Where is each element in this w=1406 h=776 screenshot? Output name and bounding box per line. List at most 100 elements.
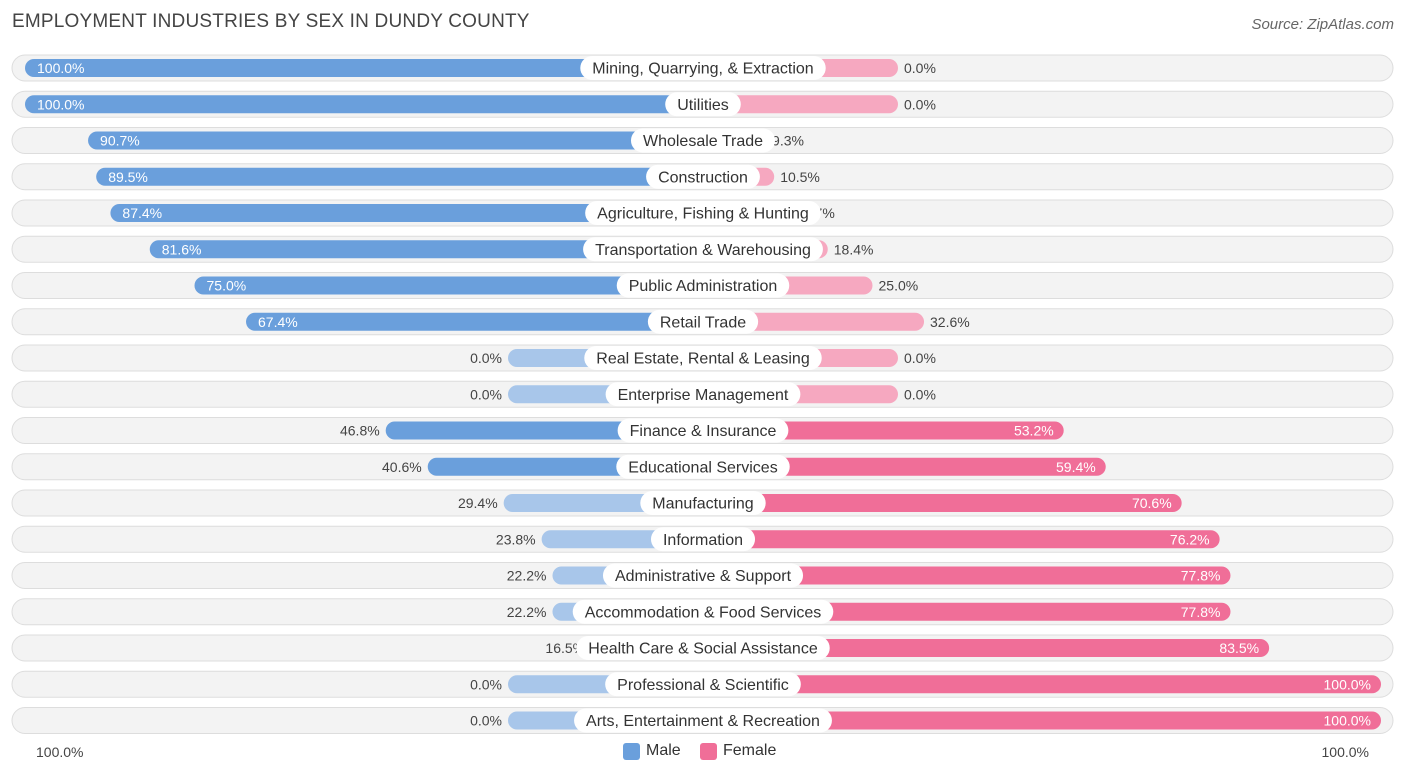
category-label-pill <box>640 491 766 515</box>
category-label-pill <box>650 527 756 552</box>
male-bar <box>194 276 703 295</box>
category-label: Arts, Entertainment & Recreation <box>586 713 820 730</box>
category-label-pill <box>576 636 830 660</box>
male-value-label: 81.6% <box>162 241 202 257</box>
axis-right-label: 100.0% <box>1321 744 1369 760</box>
female-value-label: 83.5% <box>1219 640 1259 656</box>
female-value-label: 100.0% <box>1324 676 1371 692</box>
male-value-label: 100.0% <box>37 96 84 112</box>
category-label: Construction <box>658 169 748 186</box>
male-bar <box>246 312 703 331</box>
female-value-label: 76.2% <box>1170 531 1210 547</box>
female-value-label: 59.4% <box>1056 459 1096 475</box>
legend-item-male: Male <box>623 742 681 760</box>
category-label-pill <box>605 382 801 407</box>
category-label-pill <box>602 563 804 588</box>
category-label-pill <box>584 346 822 370</box>
category-label: Mining, Quarrying, & Extraction <box>592 61 813 78</box>
female-value-label: 77.8% <box>1181 568 1221 584</box>
category-label: Real Estate, Rental & Leasing <box>596 351 809 368</box>
category-label: Educational Services <box>628 459 777 476</box>
category-label: Manufacturing <box>652 496 753 513</box>
legend-label-male: Male <box>646 742 681 759</box>
female-bar <box>703 711 1381 730</box>
male-value-label: 40.6% <box>382 459 422 475</box>
female-value-label: 0.0% <box>904 96 936 112</box>
male-value-label: 46.8% <box>340 423 380 439</box>
female-value-label: 77.8% <box>1181 604 1221 620</box>
category-label-pill <box>617 418 789 443</box>
male-bar <box>25 95 703 114</box>
male-value-label: 0.0% <box>470 713 502 729</box>
female-bar <box>703 95 898 114</box>
female-bar <box>703 602 1231 621</box>
female-value-label: 53.2% <box>1014 423 1054 439</box>
male-value-label: 87.4% <box>122 205 162 221</box>
category-label-pill <box>605 672 801 697</box>
female-bar <box>703 639 1270 657</box>
male-bar <box>149 240 703 259</box>
category-label-pill <box>616 273 790 298</box>
category-label-pill <box>630 128 776 153</box>
female-value-label: 9.3% <box>772 133 804 149</box>
male-value-label: 22.2% <box>507 604 547 620</box>
legend-swatch-male <box>623 742 640 760</box>
category-label-pill <box>580 56 826 80</box>
male-value-label: 22.2% <box>507 568 547 584</box>
male-value-label: 100.0% <box>37 60 84 76</box>
category-label-pill <box>646 164 760 189</box>
female-bar <box>703 312 925 331</box>
category-label: Accommodation & Food Services <box>585 604 822 621</box>
female-value-label: 0.0% <box>904 60 936 76</box>
female-bar <box>703 530 1220 549</box>
male-bar <box>96 167 703 186</box>
female-value-label: 0.0% <box>904 386 936 402</box>
male-value-label: 90.7% <box>100 133 140 149</box>
male-bar <box>110 204 704 222</box>
category-label-pill <box>572 599 834 624</box>
category-label: Wholesale Trade <box>643 133 763 150</box>
category-label: Finance & Insurance <box>630 423 777 440</box>
category-label: Information <box>663 532 743 549</box>
diverging-bar-chart: 100.0% 0.0% Mining, Quarrying, & Extractio… <box>11 54 1394 734</box>
category-label: Utilities <box>677 97 729 114</box>
category-label: Agriculture, Fishing & Hunting <box>597 206 809 223</box>
female-value-label: 25.0% <box>879 278 919 294</box>
male-value-label: 89.5% <box>108 169 148 185</box>
male-value-label: 0.0% <box>470 350 502 366</box>
female-value-label: 100.0% <box>1324 713 1371 729</box>
male-value-label: 0.0% <box>470 676 502 692</box>
female-value-label: 32.6% <box>930 314 970 330</box>
female-bar <box>703 566 1231 585</box>
female-value-label: 18.4% <box>834 241 874 257</box>
female-value-label: 10.5% <box>780 169 820 185</box>
male-bar <box>25 59 703 77</box>
category-label-pill <box>665 92 741 117</box>
female-bar <box>703 457 1106 476</box>
axis-left-label: 100.0% <box>36 744 84 760</box>
source-label: Source: ZipAtlas.com <box>1251 16 1394 33</box>
category-label-pill <box>616 454 790 479</box>
legend: Male Female <box>0 742 1406 762</box>
female-bar <box>703 421 1064 440</box>
category-label-pill <box>574 708 832 733</box>
female-value-label: 0.0% <box>904 350 936 366</box>
male-value-label: 16.5% <box>545 640 585 656</box>
legend-item-female: Female <box>700 742 776 760</box>
category-label: Public Administration <box>629 278 778 295</box>
male-value-label: 75.0% <box>207 278 247 294</box>
category-label-pill <box>585 201 821 225</box>
female-value-label: 70.6% <box>1132 495 1172 511</box>
category-label: Professional & Scientific <box>617 677 789 694</box>
male-value-label: 0.0% <box>470 386 502 402</box>
category-label: Administrative & Support <box>615 568 792 585</box>
category-label-pill <box>583 237 823 262</box>
category-label: Retail Trade <box>660 314 746 331</box>
legend-swatch-female <box>700 742 717 760</box>
female-bar <box>703 675 1381 694</box>
male-bar <box>88 131 703 150</box>
female-bar <box>703 494 1182 512</box>
category-label: Health Care & Social Assistance <box>588 641 818 658</box>
legend-label-female: Female <box>723 742 777 759</box>
male-value-label: 29.4% <box>458 495 498 511</box>
